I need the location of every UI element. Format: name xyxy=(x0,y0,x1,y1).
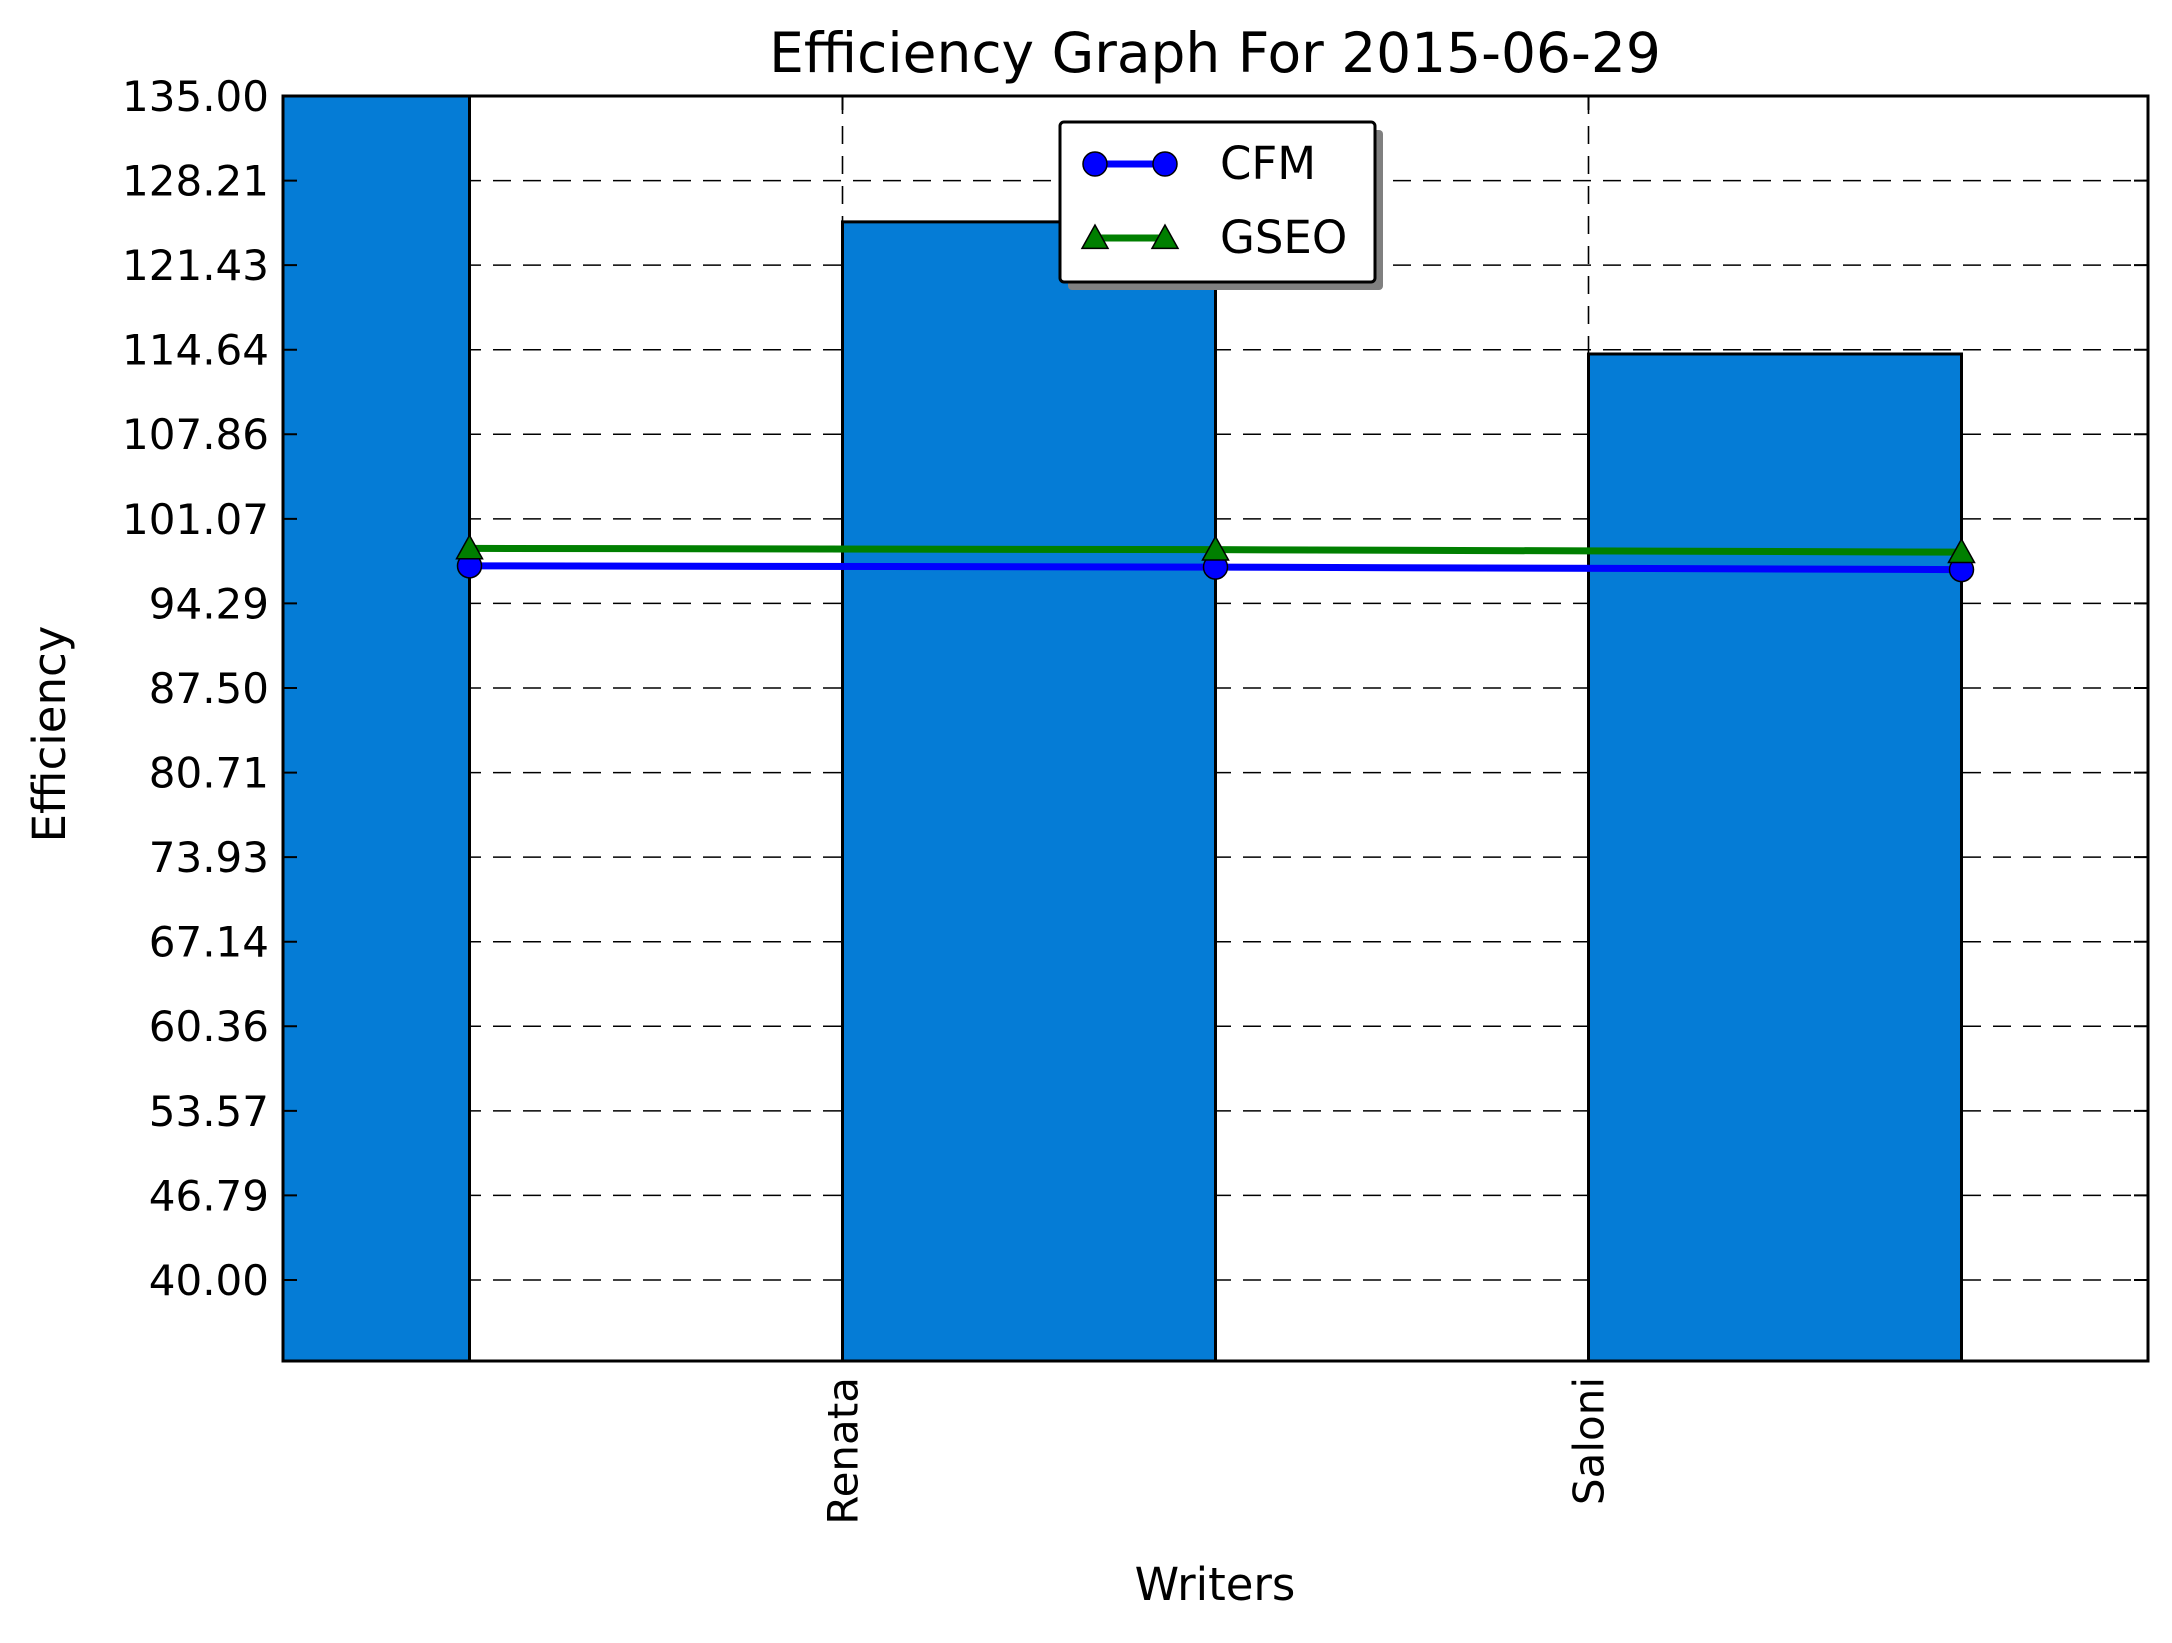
x-tick-label: Saloni xyxy=(1565,1377,1614,1505)
y-tick-label: 46.79 xyxy=(149,1171,269,1220)
legend-marker xyxy=(1150,223,1180,250)
y-tick-label: 121.43 xyxy=(122,241,269,290)
legend-marker xyxy=(1152,151,1178,177)
y-tick-label: 73.93 xyxy=(149,833,269,882)
bar xyxy=(841,220,1217,1363)
chart-title: Efficiency Graph For 2015-06-29 xyxy=(769,21,1661,85)
y-tick-label: 114.64 xyxy=(122,326,269,375)
series-lines-layer xyxy=(455,533,1976,583)
x-tick-label: Renata xyxy=(819,1377,868,1525)
y-axis-label: Efficiency xyxy=(23,626,76,843)
axes-layer: 40.00 46.79 53.57 60.36 67.14 73.93 80.71 87.50… xyxy=(122,72,2150,1525)
legend-marker xyxy=(1082,151,1108,177)
y-tick-label: 40.00 xyxy=(149,1256,269,1305)
y-tick-label: 101.07 xyxy=(122,495,269,544)
y-tick-label: 135.00 xyxy=(122,72,269,121)
legend-label-gseo: GSEO xyxy=(1220,211,1347,264)
bars-layer xyxy=(281,94,1963,1363)
y-tick-label: 128.21 xyxy=(122,157,269,206)
y-tick-label: 53.57 xyxy=(149,1087,269,1136)
y-tick-label: 67.14 xyxy=(149,918,269,967)
y-tick-label: 80.71 xyxy=(149,749,269,798)
x-axis-label: Writers xyxy=(1135,1558,1296,1611)
series-point-gseo xyxy=(1201,535,1230,561)
series-point-gseo xyxy=(1947,537,1976,564)
plot-frame xyxy=(281,94,2150,1363)
y-tick-label: 60.36 xyxy=(149,1002,269,1051)
series-point-gseo xyxy=(455,533,484,560)
legend-marker xyxy=(1080,223,1110,250)
legend-label-cfm: CFM xyxy=(1220,137,1316,190)
y-tick-label: 94.29 xyxy=(149,579,269,628)
legend: CFM GSEO xyxy=(1058,120,1383,290)
y-tick-label: 87.50 xyxy=(149,664,269,713)
bar xyxy=(1587,352,1963,1363)
y-tick-label: 107.86 xyxy=(122,410,269,459)
bar xyxy=(281,94,471,1363)
